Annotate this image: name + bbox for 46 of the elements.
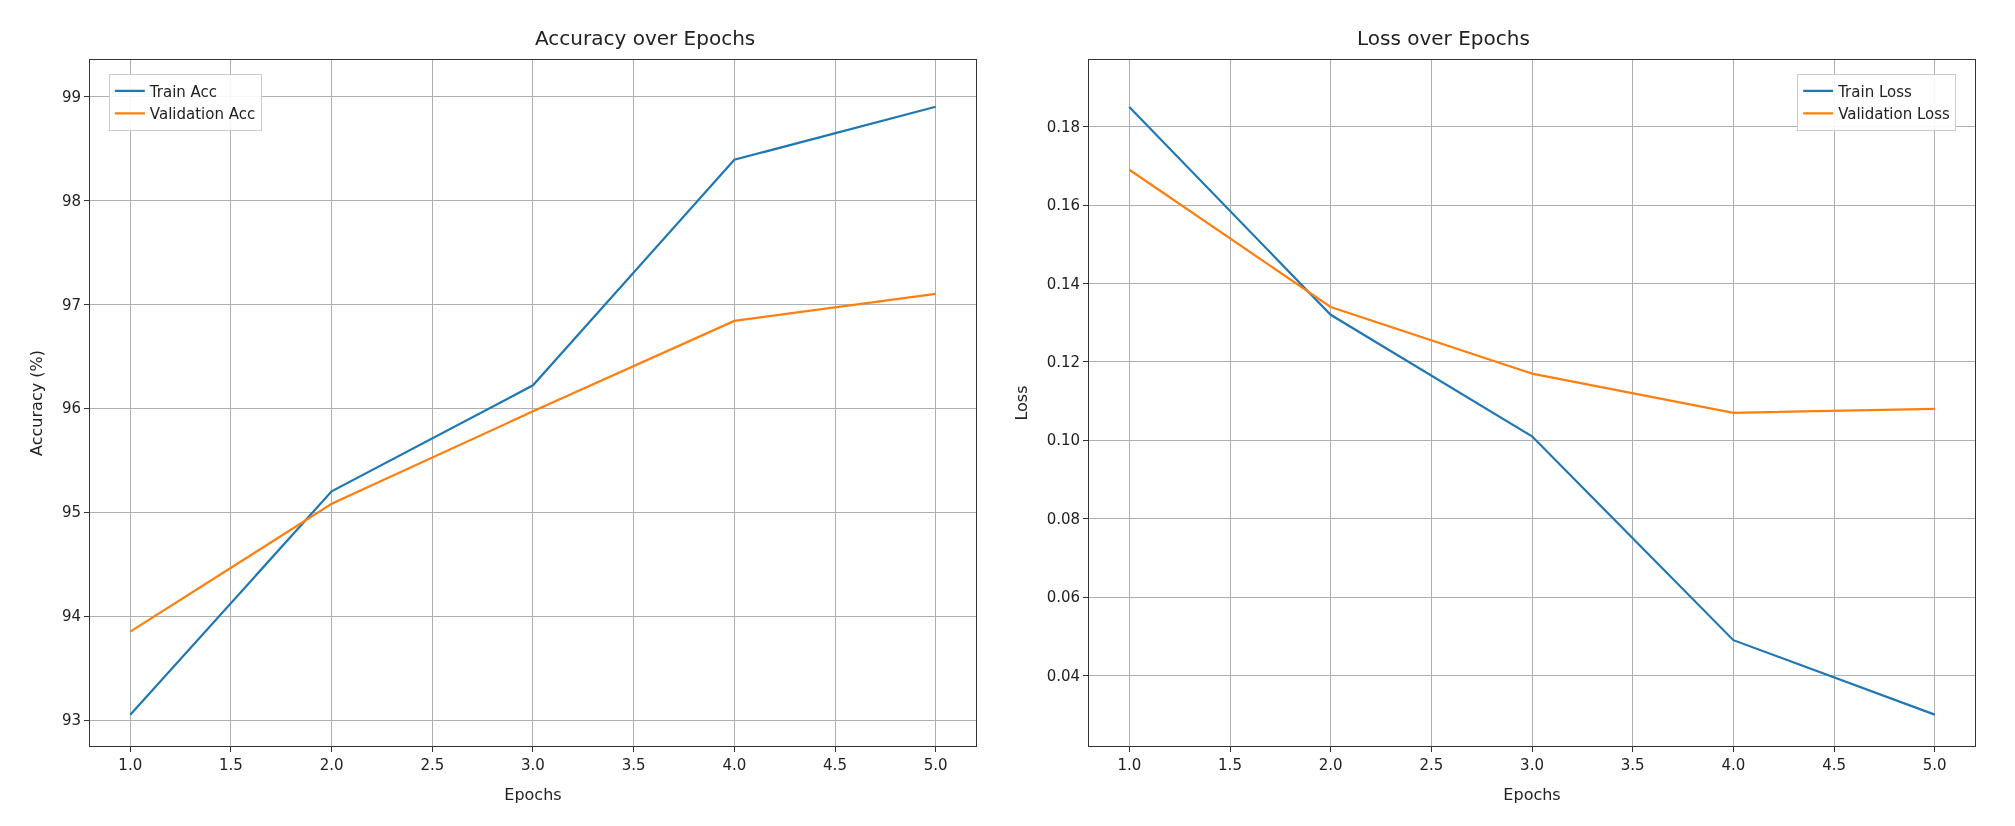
y-tick-label: 0.14 xyxy=(1046,274,1081,293)
x-tick-label: 3.5 xyxy=(621,756,646,774)
x-tick-label: 5.0 xyxy=(1922,756,1947,774)
legend-label: Train Loss xyxy=(1837,82,1912,101)
y-axis-title: Accuracy (%) xyxy=(26,350,46,456)
x-tick-label: 4.5 xyxy=(1822,756,1846,774)
chart-title: Loss over Epochs xyxy=(1357,26,1530,50)
legend-label: Train Acc xyxy=(148,82,218,101)
y-tick-label: 94 xyxy=(61,607,81,626)
y-tick-label: 0.04 xyxy=(1046,666,1081,685)
y-tick-label: 96 xyxy=(61,399,81,418)
line-series xyxy=(1128,168,1936,414)
y-axis-title: Loss xyxy=(1011,385,1031,421)
x-tick-label: 4.0 xyxy=(722,756,747,774)
y-tick-label: 95 xyxy=(61,503,81,522)
x-tick-label: 2.0 xyxy=(319,756,344,774)
line-series xyxy=(129,105,937,716)
x-tick-label: 1.5 xyxy=(219,756,243,774)
y-tick-label: 0.06 xyxy=(1046,588,1081,607)
x-axis-title: Epochs xyxy=(504,784,562,804)
y-tick-label: 98 xyxy=(61,191,81,210)
y-tick-label: 0.10 xyxy=(1046,431,1081,450)
line-series xyxy=(129,292,937,633)
y-tick-label: 99 xyxy=(61,87,81,106)
x-tick-label: 2.5 xyxy=(420,756,445,774)
legend-label: Validation Loss xyxy=(1838,105,1951,124)
x-tick-label: 4.0 xyxy=(1721,756,1746,774)
chart-title: Accuracy over Epochs xyxy=(535,26,756,50)
y-tick-label: 97 xyxy=(61,295,81,314)
x-tick-label: 3.0 xyxy=(521,756,545,774)
legend-label: Validation Acc xyxy=(149,105,256,124)
x-tick-label: 3.0 xyxy=(1520,756,1544,774)
x-tick-label: 5.0 xyxy=(923,756,948,774)
x-tick-label: 3.5 xyxy=(1620,756,1645,774)
y-tick-label: 0.16 xyxy=(1046,196,1081,215)
x-tick-label: 1.0 xyxy=(118,756,143,774)
y-tick-label: 0.12 xyxy=(1046,353,1081,372)
x-tick-label: 1.5 xyxy=(1218,756,1242,774)
x-tick-label: 2.0 xyxy=(1318,756,1343,774)
y-tick-label: 0.18 xyxy=(1046,117,1081,136)
x-tick-label: 1.0 xyxy=(1117,756,1142,774)
x-tick-label: 4.5 xyxy=(823,756,847,774)
x-axis-title: Epochs xyxy=(1503,784,1561,804)
y-tick-label: 0.08 xyxy=(1046,509,1081,528)
y-tick-label: 93 xyxy=(61,711,81,730)
x-tick-label: 2.5 xyxy=(1419,756,1444,774)
